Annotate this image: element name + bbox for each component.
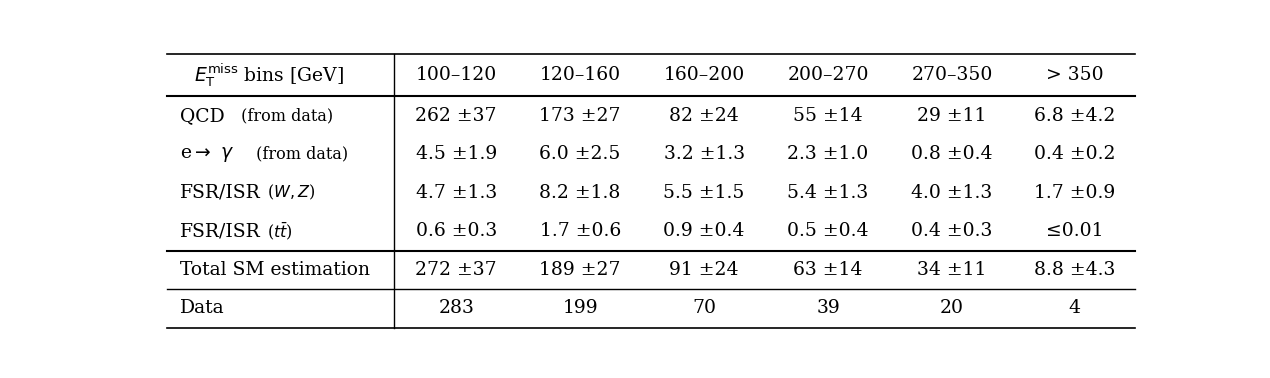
Text: 4: 4 xyxy=(1068,299,1081,318)
Text: 0.4 ±0.3: 0.4 ±0.3 xyxy=(912,222,993,240)
Text: 120–160: 120–160 xyxy=(540,66,621,84)
Text: 2.3 ±1.0: 2.3 ±1.0 xyxy=(787,145,869,163)
Text: 0.9 ±0.4: 0.9 ±0.4 xyxy=(663,222,744,240)
Text: 82 ±24: 82 ±24 xyxy=(669,107,739,125)
Text: FSR/ISR: FSR/ISR xyxy=(180,222,262,240)
Text: 70: 70 xyxy=(692,299,716,318)
Text: (from data): (from data) xyxy=(251,146,348,163)
Text: ($W,Z$): ($W,Z$) xyxy=(262,183,315,203)
Text: e$\rightarrow$ $\gamma$: e$\rightarrow$ $\gamma$ xyxy=(180,145,234,164)
Text: ($t\bar{t}$): ($t\bar{t}$) xyxy=(262,221,293,242)
Text: 29 ±11: 29 ±11 xyxy=(917,107,987,125)
Text: 4.7 ±1.3: 4.7 ±1.3 xyxy=(415,184,497,202)
Text: 20: 20 xyxy=(940,299,964,318)
Text: 0.4 ±0.2: 0.4 ±0.2 xyxy=(1034,145,1115,163)
Text: 39: 39 xyxy=(817,299,839,318)
Text: 63 ±14: 63 ±14 xyxy=(794,261,862,279)
Text: $E_{\rm T}^{\rm miss}$ bins [GeV]: $E_{\rm T}^{\rm miss}$ bins [GeV] xyxy=(194,62,344,89)
Text: 262 ±37: 262 ±37 xyxy=(415,107,497,125)
Text: 1.7 ±0.9: 1.7 ±0.9 xyxy=(1034,184,1115,202)
Text: 4.5 ±1.9: 4.5 ±1.9 xyxy=(415,145,497,163)
Text: 34 ±11: 34 ±11 xyxy=(917,261,987,279)
Text: 55 ±14: 55 ±14 xyxy=(794,107,862,125)
Text: QCD: QCD xyxy=(180,107,225,125)
Text: 8.2 ±1.8: 8.2 ±1.8 xyxy=(540,184,621,202)
Text: 100–120: 100–120 xyxy=(415,66,497,84)
Text: 200–270: 200–270 xyxy=(787,66,869,84)
Text: 173 ±27: 173 ±27 xyxy=(540,107,621,125)
Text: (from data): (from data) xyxy=(236,107,334,124)
Text: 270–350: 270–350 xyxy=(912,66,993,84)
Text: Data: Data xyxy=(180,299,225,318)
Text: > 350: > 350 xyxy=(1045,66,1104,84)
Text: 6.8 ±4.2: 6.8 ±4.2 xyxy=(1034,107,1115,125)
Text: 3.2 ±1.3: 3.2 ±1.3 xyxy=(664,145,744,163)
Text: 189 ±27: 189 ±27 xyxy=(540,261,621,279)
Text: 199: 199 xyxy=(563,299,598,318)
Text: 91 ±24: 91 ±24 xyxy=(669,261,739,279)
Text: 5.4 ±1.3: 5.4 ±1.3 xyxy=(787,184,869,202)
Text: Total SM estimation: Total SM estimation xyxy=(180,261,371,279)
Text: ≤0.01: ≤0.01 xyxy=(1045,222,1104,240)
Text: 0.6 ±0.3: 0.6 ±0.3 xyxy=(415,222,497,240)
Text: 283: 283 xyxy=(438,299,474,318)
Text: 1.7 ±0.6: 1.7 ±0.6 xyxy=(540,222,621,240)
Text: FSR/ISR: FSR/ISR xyxy=(180,184,262,202)
Text: 160–200: 160–200 xyxy=(663,66,744,84)
Text: 0.5 ±0.4: 0.5 ±0.4 xyxy=(787,222,869,240)
Text: 5.5 ±1.5: 5.5 ±1.5 xyxy=(663,184,744,202)
Text: 272 ±37: 272 ±37 xyxy=(415,261,497,279)
Text: 0.8 ±0.4: 0.8 ±0.4 xyxy=(912,145,993,163)
Text: 4.0 ±1.3: 4.0 ±1.3 xyxy=(912,184,993,202)
Text: 8.8 ±4.3: 8.8 ±4.3 xyxy=(1034,261,1115,279)
Text: 6.0 ±2.5: 6.0 ±2.5 xyxy=(540,145,621,163)
